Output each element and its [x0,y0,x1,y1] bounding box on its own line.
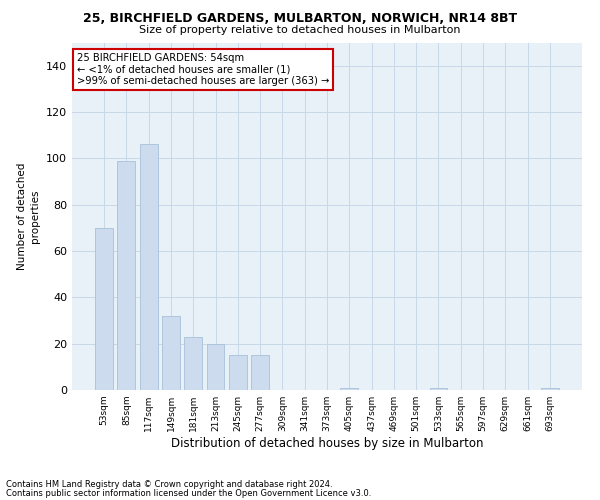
Text: 25, BIRCHFIELD GARDENS, MULBARTON, NORWICH, NR14 8BT: 25, BIRCHFIELD GARDENS, MULBARTON, NORWI… [83,12,517,26]
X-axis label: Distribution of detached houses by size in Mulbarton: Distribution of detached houses by size … [171,437,483,450]
Bar [118,160,136,390]
Text: Contains HM Land Registry data © Crown copyright and database right 2024.: Contains HM Land Registry data © Crown c… [6,480,332,489]
Text: 25 BIRCHFIELD GARDENS: 54sqm
← <1% of detached houses are smaller (1)
>99% of se: 25 BIRCHFIELD GARDENS: 54sqm ← <1% of de… [77,53,329,86]
Bar [340,388,358,390]
Bar [251,355,269,390]
Text: Size of property relative to detached houses in Mulbarton: Size of property relative to detached ho… [139,25,461,35]
Bar [95,228,113,390]
Bar [229,355,247,390]
Bar [140,144,158,390]
Bar [206,344,224,390]
Bar [162,316,180,390]
Bar [430,388,448,390]
Y-axis label: Number of detached
properties: Number of detached properties [17,162,40,270]
Text: Contains public sector information licensed under the Open Government Licence v3: Contains public sector information licen… [6,488,371,498]
Bar [541,388,559,390]
Bar [184,336,202,390]
